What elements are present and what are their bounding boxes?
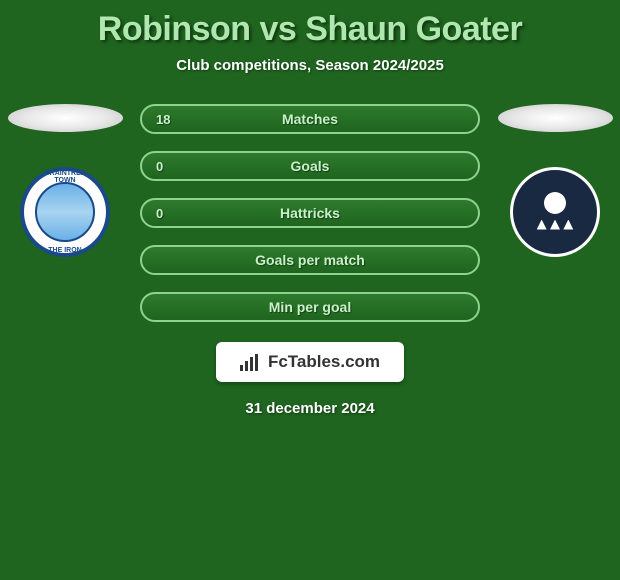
stat-label: Matches <box>156 111 464 127</box>
badge-right-emblem <box>523 180 588 245</box>
player-shadow-left <box>8 104 123 132</box>
club-badge-left: BRAINTREE TOWN THE IRON <box>20 167 110 257</box>
stat-row-min-per-goal: Min per goal <box>140 292 480 322</box>
football-icon <box>544 192 566 214</box>
stat-value-left: 0 <box>156 206 163 221</box>
right-player-column <box>490 104 620 257</box>
chart-bars-icon <box>240 353 262 371</box>
footer: FcTables.com 31 december 2024 <box>0 342 620 417</box>
stat-value-left: 18 <box>156 112 170 127</box>
badge-left-emblem: BRAINTREE TOWN THE IRON <box>35 182 95 242</box>
comparison-content: BRAINTREE TOWN THE IRON 18 Matches 0 Goa… <box>0 104 620 322</box>
ships-icon <box>535 217 575 232</box>
stat-label: Goals <box>156 158 464 174</box>
page-title: Robinson vs Shaun Goater <box>0 10 620 49</box>
brand-text: FcTables.com <box>268 352 380 372</box>
badge-left-text-bottom: THE IRON <box>37 247 93 254</box>
page-subtitle: Club competitions, Season 2024/2025 <box>0 57 620 74</box>
date-text: 31 december 2024 <box>0 400 620 417</box>
stat-label: Hattricks <box>156 205 464 221</box>
badge-left-text-top: BRAINTREE TOWN <box>37 170 93 184</box>
stat-row-matches: 18 Matches <box>140 104 480 134</box>
left-player-column: BRAINTREE TOWN THE IRON <box>0 104 130 257</box>
stat-row-goals-per-match: Goals per match <box>140 245 480 275</box>
header: Robinson vs Shaun Goater Club competitio… <box>0 0 620 74</box>
stat-row-hattricks: 0 Hattricks <box>140 198 480 228</box>
club-badge-right <box>510 167 600 257</box>
stats-column: 18 Matches 0 Goals 0 Hattricks Goals per… <box>140 104 480 322</box>
stat-value-left: 0 <box>156 159 163 174</box>
brand-content: FcTables.com <box>240 352 380 372</box>
brand-box: FcTables.com <box>216 342 404 382</box>
stat-row-goals: 0 Goals <box>140 151 480 181</box>
stat-label: Goals per match <box>156 252 464 268</box>
player-shadow-right <box>498 104 613 132</box>
stat-label: Min per goal <box>156 299 464 315</box>
